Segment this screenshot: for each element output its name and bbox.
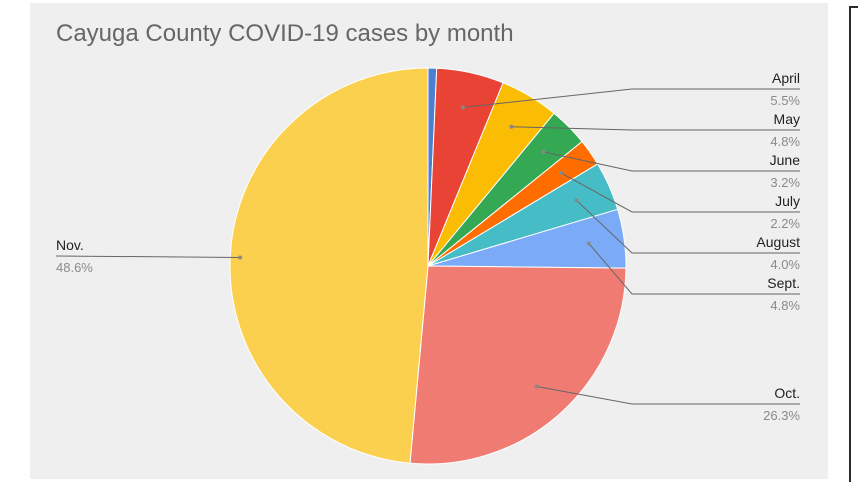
slice-label-name: August <box>756 234 800 250</box>
label-leader-dot <box>460 105 465 110</box>
slice-label-april: April 5.5% <box>460 70 800 110</box>
label-leader-dot <box>541 149 546 154</box>
pie-slice-nov[interactable] <box>229 67 429 464</box>
slice-label-oct: Oct. 26.3% <box>534 384 800 423</box>
slice-label-august: August 4.0% <box>574 198 800 272</box>
slice-label-percent: 48.6% <box>56 260 93 275</box>
slice-label-july: July 2.2% <box>559 170 800 231</box>
slice-label-percent: 4.0% <box>770 257 800 272</box>
pie-slice-oct[interactable] <box>409 265 627 465</box>
pie-labels: April 5.5% May 4.8% June 3.2% July 2.2% August 4.… <box>55 70 801 423</box>
chart-title: Cayuga County COVID-19 cases by month <box>56 20 514 47</box>
slice-label-name: Sept. <box>767 275 800 291</box>
slice-label-percent: 4.8% <box>770 134 800 149</box>
slice-label-percent: 5.5% <box>770 93 800 108</box>
adjacent-window-edge <box>849 6 858 482</box>
slice-label-name: Nov. <box>56 237 84 253</box>
slice-label-name: Oct. <box>774 385 800 401</box>
slice-label-name: April <box>772 70 800 86</box>
slice-label-sept: Sept. 4.8% <box>586 241 800 313</box>
label-leader-dot <box>574 198 579 203</box>
slice-label-name: July <box>775 193 800 209</box>
label-leader-dot <box>509 124 514 129</box>
slice-label-nov: Nov. 48.6% <box>55 237 243 275</box>
slice-label-name: June <box>770 152 801 168</box>
label-leader-dot <box>586 241 591 246</box>
slice-label-may: May 4.8% <box>509 111 800 149</box>
slice-label-percent: 26.3% <box>763 408 800 423</box>
slice-label-name: May <box>774 111 800 127</box>
label-leader-dot <box>559 170 564 175</box>
label-leader-dot <box>534 384 539 389</box>
slice-label-percent: 4.8% <box>770 298 800 313</box>
label-leader-dot <box>238 255 243 260</box>
slice-label-june: June 3.2% <box>541 149 801 190</box>
slice-label-percent: 2.2% <box>770 216 800 231</box>
pie-slices <box>229 67 627 465</box>
slice-label-percent: 3.2% <box>770 175 800 190</box>
